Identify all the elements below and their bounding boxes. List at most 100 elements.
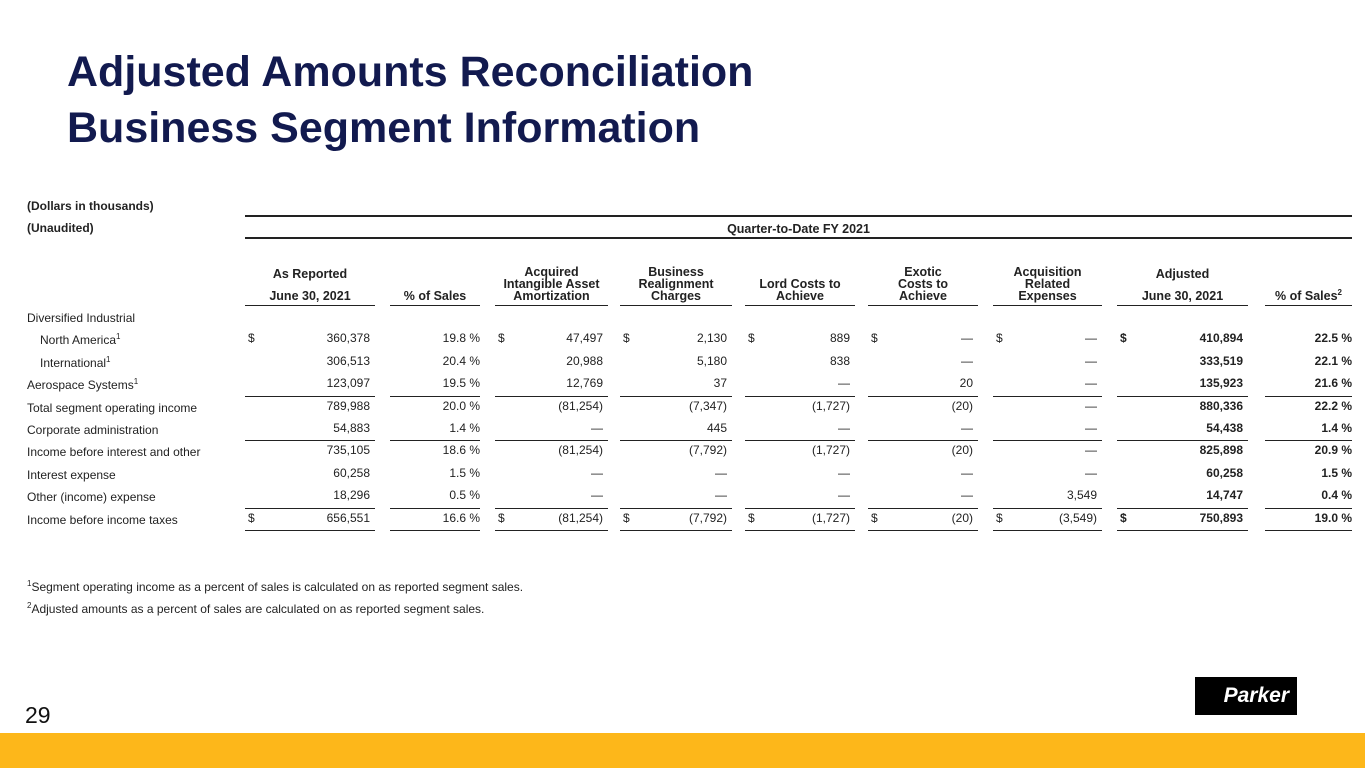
rule — [745, 395, 855, 397]
rule — [245, 530, 375, 531]
column-header: % of Sales — [390, 290, 480, 303]
cell-value: 0.5 % — [449, 488, 480, 503]
rule — [390, 440, 480, 442]
cell-value: 22.5 % — [1314, 331, 1352, 346]
cell-value: — — [961, 331, 973, 346]
cell-value: 21.6 % — [1314, 376, 1352, 391]
cell-value: — — [1085, 376, 1097, 391]
column-header: Acquired Intangible Asset Amortization — [495, 266, 608, 303]
footnote-text: Adjusted amounts as a percent of sales a… — [31, 602, 485, 616]
row-label-text: International — [40, 355, 107, 370]
note: (Dollars in thousands) — [27, 199, 154, 213]
cell-value: (20) — [951, 398, 973, 413]
rule — [1117, 305, 1248, 306]
cell-value: 19.8 % — [442, 331, 480, 346]
superscript: 1 — [116, 332, 121, 342]
cell-value: 333,519 — [1199, 353, 1243, 368]
cell-value: (7,792) — [688, 443, 727, 458]
page-number: 29 — [25, 702, 51, 728]
column-header-text: June 30, 2021 — [269, 289, 351, 303]
rule — [245, 305, 375, 306]
row-label: Aerospace Systems1 — [27, 377, 138, 393]
cell-value: 306,513 — [326, 353, 370, 368]
rule — [390, 530, 480, 531]
cell-value: 54,438 — [1206, 421, 1243, 435]
rule — [495, 395, 608, 397]
cell-value: (81,254) — [558, 443, 603, 458]
cell-value: — — [838, 488, 850, 503]
cell-value: 19.5 % — [442, 376, 480, 391]
column-header: Lord Costs to Achieve — [745, 277, 855, 303]
title-line: Adjusted Amounts Reconciliation — [67, 48, 754, 96]
superscript: 2 — [1337, 287, 1342, 297]
row-label-text: Interest expense — [27, 467, 116, 482]
cell-value: (20) — [951, 510, 973, 525]
cell-value: 5,180 — [696, 353, 727, 368]
row-label-text: Total segment operating income — [27, 400, 198, 415]
rule — [868, 530, 978, 531]
cell-value: 22.1 % — [1314, 353, 1352, 368]
column-header: % of Sales2 — [1265, 287, 1352, 303]
currency-sign: $ — [498, 510, 505, 525]
column-header: Exotic Costs to Achieve — [888, 266, 958, 303]
note: (Unaudited) — [27, 221, 94, 235]
cell-value: (1,727) — [811, 443, 850, 458]
row-label: Other (income) expense — [27, 489, 156, 505]
cell-value: (1,727) — [811, 510, 850, 525]
cell-value: (81,254) — [558, 398, 603, 413]
rule — [1265, 530, 1352, 531]
rule — [390, 305, 480, 306]
cell-value: 123,097 — [326, 376, 370, 391]
cell-value: 20.9 % — [1314, 443, 1352, 458]
currency-sign: $ — [248, 331, 255, 346]
cell-value: 20.0 % — [442, 398, 480, 413]
rule — [993, 305, 1102, 306]
rule — [1117, 530, 1248, 531]
cell-value: (7,347) — [688, 398, 727, 413]
currency-sign: $ — [623, 331, 630, 346]
cell-value: 789,988 — [326, 398, 370, 413]
rule — [390, 507, 480, 509]
currency-sign: $ — [248, 510, 255, 525]
cell-value: — — [1085, 421, 1097, 435]
rule — [745, 507, 855, 509]
cell-value: (3,549) — [1058, 510, 1097, 525]
rule — [1117, 440, 1248, 442]
rule — [868, 395, 978, 397]
rule — [993, 440, 1102, 442]
cell-value: — — [838, 421, 850, 435]
row-label: Corporate administration — [27, 422, 158, 438]
cell-value: 735,105 — [326, 443, 370, 458]
column-header-text: Lord Costs to Achieve — [759, 277, 841, 303]
cell-value: 1.4 % — [1321, 421, 1352, 435]
cell-value: 880,336 — [1199, 398, 1243, 413]
footnote: 1Segment operating income as a percent o… — [27, 579, 524, 595]
column-header: Adjusted — [1155, 267, 1210, 281]
rule — [495, 305, 608, 306]
cell-value: — — [1085, 443, 1097, 458]
row-label: Diversified Industrial — [27, 310, 135, 326]
rule — [620, 530, 732, 531]
rule — [1117, 395, 1248, 397]
cell-value: 1.5 % — [1321, 465, 1352, 480]
footnote-mark: 1 — [27, 579, 32, 588]
column-header: June 30, 2021 — [1117, 290, 1248, 303]
cell-value: 410,894 — [1199, 331, 1243, 346]
rule — [495, 440, 608, 442]
logo: Parker — [1195, 677, 1297, 715]
footnote-text: Segment operating income as a percent of… — [31, 580, 524, 594]
row-label: Total segment operating income — [27, 400, 197, 416]
cell-value: 54,883 — [333, 421, 370, 435]
cell-value: 135,923 — [1199, 376, 1243, 391]
row-label: Income before interest and other — [27, 444, 200, 460]
cell-value: 3,549 — [1066, 488, 1097, 503]
column-header-text: % of Sales — [1275, 289, 1338, 303]
column-header: Acquisition Related Expenses — [1008, 266, 1088, 303]
cell-value: 16.6 % — [442, 510, 480, 525]
currency-sign: $ — [996, 331, 1003, 346]
cell-value: — — [838, 376, 850, 391]
rule — [620, 440, 732, 442]
row-label: International1 — [40, 355, 111, 371]
superscript: 1 — [106, 354, 111, 364]
